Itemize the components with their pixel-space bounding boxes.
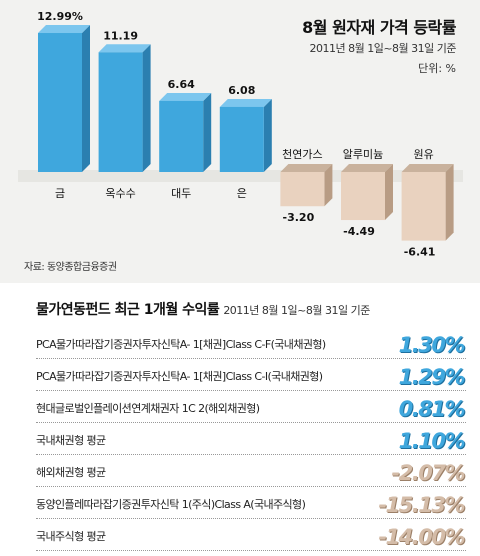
fund-return-value: 1.30% xyxy=(398,333,466,357)
bar xyxy=(341,172,385,221)
bar-side xyxy=(263,98,272,172)
fund-row: 현대글로벌인플레이션연계채권자 1C 2(해외채권형) 0.81% xyxy=(36,391,466,423)
fund-name: 국내주식형 평균 xyxy=(36,530,106,543)
bar xyxy=(98,52,143,172)
fund-name: PCA물가따라잡기증권자투자신탁A- 1[채권]Class C-F(국내채권형) xyxy=(36,338,326,351)
category-label: 원유 xyxy=(413,148,433,161)
fund-name: 국내채권형 평균 xyxy=(36,434,106,447)
chart-unit: 단위: % xyxy=(418,62,456,75)
fund-row: 동양인플레따라잡기증권투자신탁 1(주식)Class A(국내주식형) -15.1… xyxy=(36,487,466,519)
fund-return-value: -15.13% xyxy=(378,493,465,517)
fund-row: PCA물가따라잡기증권자투자신탁A- 1[채권]Class C-I(국내채권형)… xyxy=(36,359,466,391)
bar-top xyxy=(98,44,151,53)
category-label: 대두 xyxy=(171,187,191,200)
category-label: 천연가스 xyxy=(282,147,322,161)
data-label: 6.64 xyxy=(168,78,195,91)
bar xyxy=(219,106,264,172)
bar-side xyxy=(82,25,90,172)
fund-row: PCA물가따라잡기증권자투자신탁A- 1[채권]Class C-F(국내채권형)… xyxy=(36,327,466,359)
bar-side xyxy=(445,164,454,241)
bar-top xyxy=(38,25,90,34)
chart-title: 8월 원자재 가격 등락률 xyxy=(302,18,456,37)
data-label: 12.99% xyxy=(37,10,83,23)
data-label: 11.19 xyxy=(103,29,138,42)
category-label: 은 xyxy=(237,187,247,200)
bar-top xyxy=(341,164,393,172)
fund-returns-panel: 물가연동펀드 최근 1개월 수익률 2011년 8월 1일~8월 31일 기준 P… xyxy=(0,283,480,556)
fund-return-value: 0.81% xyxy=(398,397,466,421)
bar-top xyxy=(280,164,333,172)
data-label: -4.49 xyxy=(343,225,375,238)
bar-top xyxy=(401,164,454,172)
fund-name: 동양인플레따라잡기증권투자신탁 1(주식)Class A(국내주식형) xyxy=(36,498,306,511)
fund-row: 국내주식형 평균 -14.00% xyxy=(36,519,466,551)
bar xyxy=(401,172,446,241)
bar-side xyxy=(324,164,333,207)
bar-side xyxy=(385,164,393,221)
fund-name: PCA물가따라잡기증권자투자신탁A- 1[채권]Class C-I(국내채권형) xyxy=(36,370,323,383)
bar xyxy=(280,172,325,207)
data-label: 6.08 xyxy=(228,84,255,97)
bar-side xyxy=(142,44,151,172)
commodity-panel: 12.99% 금 11.19 옥수수 6.64 대두 6.08 은 천연가스 -3.20 알루미늄 -… xyxy=(0,0,480,283)
fund-name: 현대글로벌인플레이션연계채권자 1C 2(해외채권형) xyxy=(36,402,260,415)
data-label: -3.20 xyxy=(283,211,315,224)
category-label: 옥수수 xyxy=(105,187,135,200)
bar xyxy=(38,33,82,172)
bar-side xyxy=(203,92,212,172)
bar xyxy=(159,100,204,172)
fund-return-value: -14.00% xyxy=(378,525,465,549)
chart-source: 자료: 동양종합금융증권 xyxy=(24,262,117,273)
fund-title-line: 물가연동펀드 최근 1개월 수익률 2011년 8월 1일~8월 31일 기준 xyxy=(36,299,370,319)
category-label: 알루미늄 xyxy=(343,147,383,161)
fund-name: 해외채권형 평균 xyxy=(36,466,106,479)
bar-top xyxy=(159,92,212,101)
fund-row: 국내채권형 평균 1.10% xyxy=(36,423,466,455)
data-label: -6.41 xyxy=(404,246,436,259)
chart-period: 2011년 8월 1일~8월 31일 기준 xyxy=(309,42,456,55)
fund-title: 물가연동펀드 최근 1개월 수익률 xyxy=(36,302,220,318)
bar-top xyxy=(219,98,272,107)
fund-return-value: 1.10% xyxy=(398,429,466,453)
fund-return-value: -2.07% xyxy=(391,461,465,485)
category-label: 금 xyxy=(55,187,65,200)
fund-period: 2011년 8월 1일~8월 31일 기준 xyxy=(223,304,370,317)
fund-return-value: 1.29% xyxy=(398,365,466,389)
commodity-bar-chart: 12.99% 금 11.19 옥수수 6.64 대두 6.08 은 천연가스 -3.20 알루미늄 -… xyxy=(18,10,463,259)
fund-row: 해외채권형 평균 -2.07% xyxy=(36,455,466,487)
